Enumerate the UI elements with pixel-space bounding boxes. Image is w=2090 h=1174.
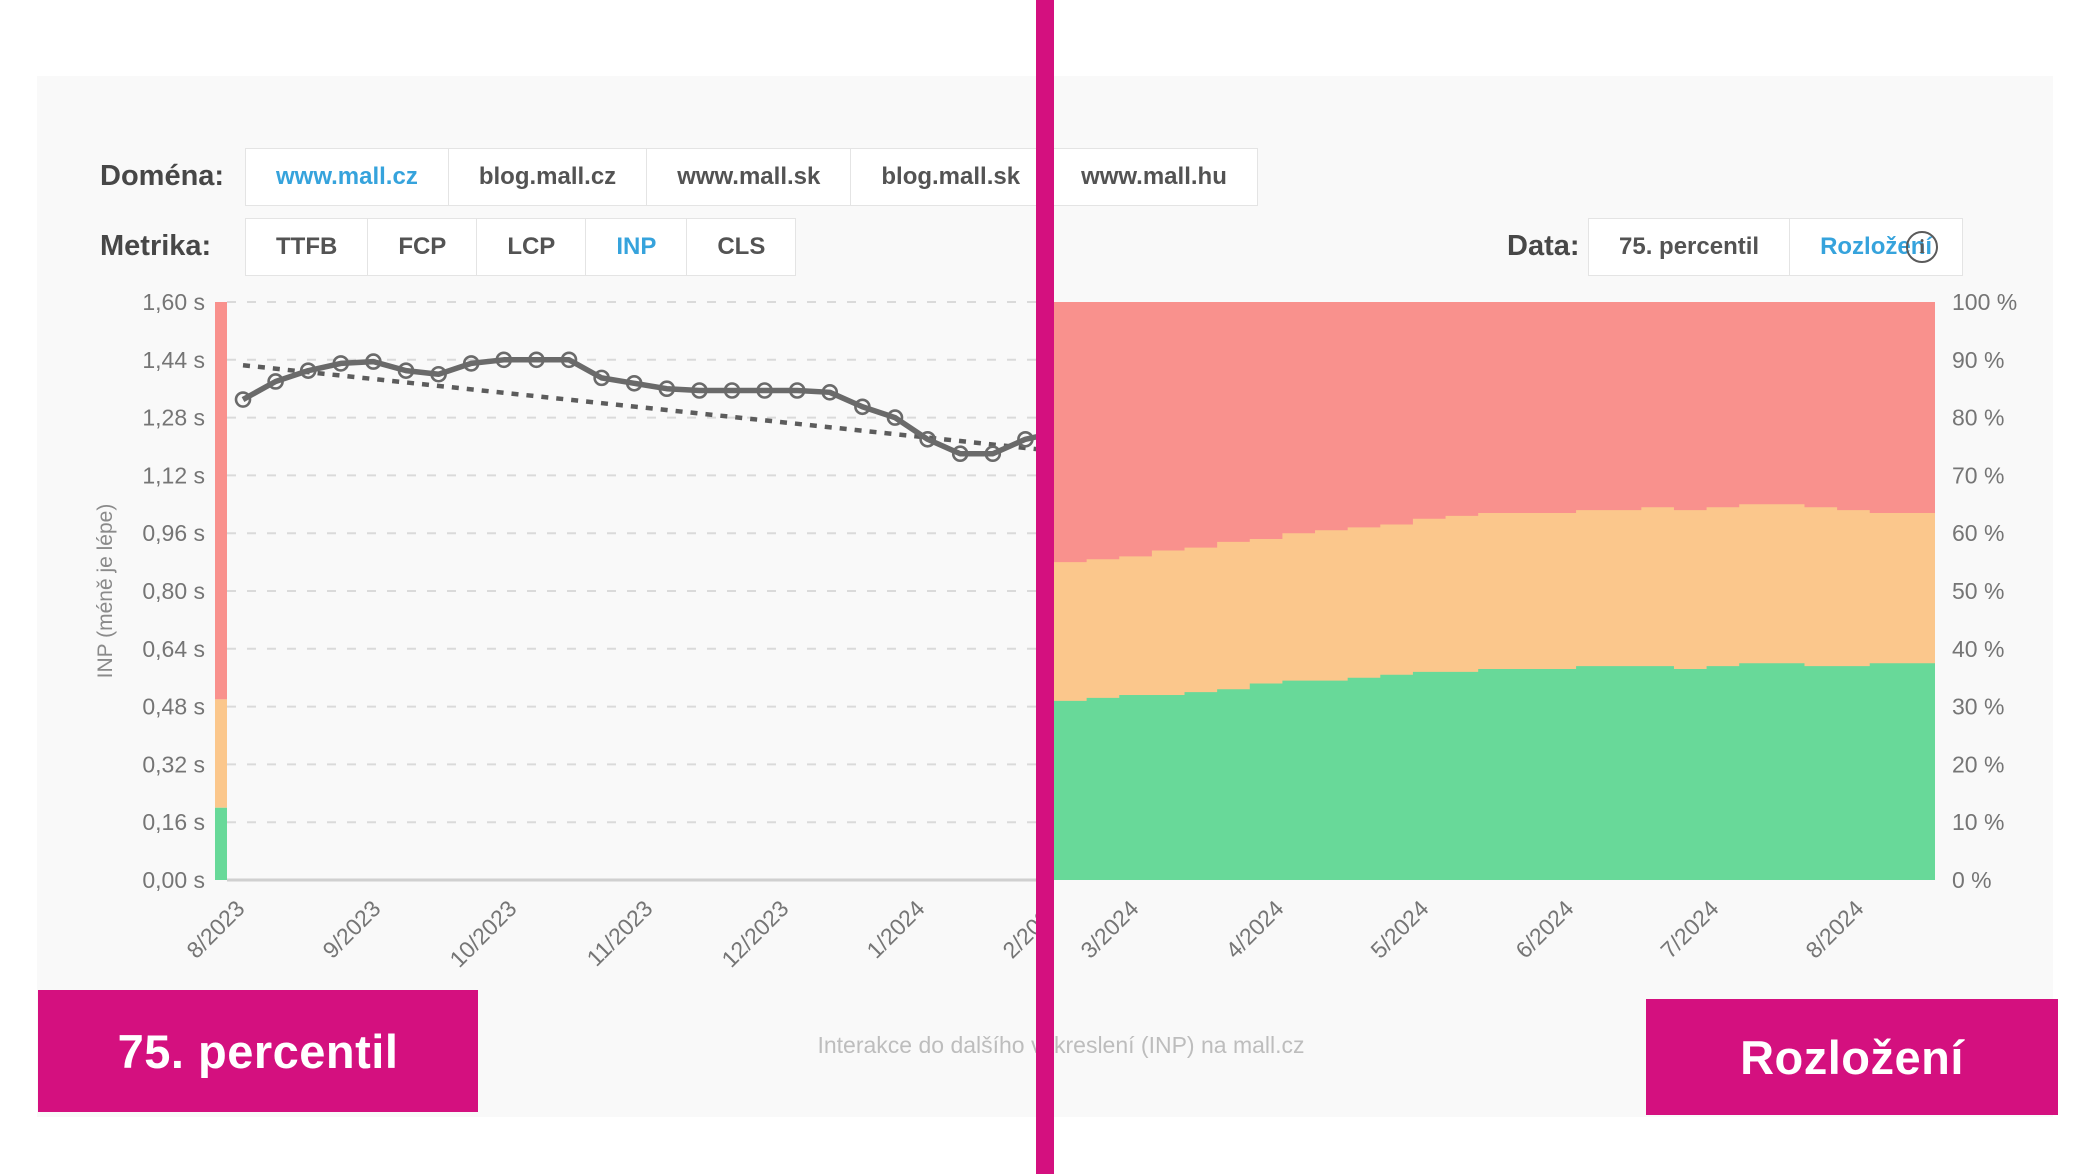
metric-tab-inp[interactable]: INP	[585, 218, 688, 276]
chart-caption: Interakce do dalšího vykreslení (INP) na…	[817, 1032, 1305, 1058]
svg-text:2/2024: 2/2024	[997, 895, 1065, 963]
metric-tab-lcp[interactable]: LCP	[476, 218, 587, 276]
svg-text:100 %: 100 %	[1952, 289, 2017, 315]
svg-text:9/2023: 9/2023	[317, 895, 385, 963]
data-view-tab-75-percentil[interactable]: 75. percentil	[1588, 218, 1791, 276]
svg-text:1,28 s: 1,28 s	[142, 405, 205, 431]
domain-tab-blog-mall-sk[interactable]: blog.mall.sk	[850, 148, 1052, 206]
data-view-label: Data:	[1507, 230, 1580, 262]
info-icon[interactable]: i	[1906, 231, 1938, 263]
overlay-label-percentile: 75. percentil	[38, 990, 478, 1112]
svg-text:7/2024: 7/2024	[1655, 895, 1723, 963]
metric-tabs: TTFB FCP LCP INP CLS	[245, 218, 797, 276]
svg-text:1,60 s: 1,60 s	[142, 289, 205, 315]
svg-text:3/2024: 3/2024	[1075, 895, 1143, 963]
metric-label: Metrika:	[100, 230, 212, 262]
svg-text:0 %: 0 %	[1952, 867, 1992, 893]
svg-text:60 %: 60 %	[1952, 520, 2004, 546]
svg-text:0,96 s: 0,96 s	[142, 520, 205, 546]
svg-text:1,12 s: 1,12 s	[142, 462, 205, 488]
svg-text:0,64 s: 0,64 s	[142, 636, 205, 662]
svg-text:70 %: 70 %	[1952, 462, 2004, 488]
svg-text:80 %: 80 %	[1952, 405, 2004, 431]
metric-tab-cls[interactable]: CLS	[686, 218, 797, 276]
metric-tab-ttfb[interactable]: TTFB	[245, 218, 369, 276]
svg-text:4/2024: 4/2024	[1220, 895, 1288, 963]
svg-text:10 %: 10 %	[1952, 809, 2004, 835]
svg-text:8/2023: 8/2023	[181, 895, 249, 963]
svg-text:1,44 s: 1,44 s	[142, 347, 205, 373]
svg-text:12/2023: 12/2023	[716, 895, 793, 972]
svg-text:90 %: 90 %	[1952, 347, 2004, 373]
domain-tabs: www.mall.cz blog.mall.cz www.mall.sk blog.m…	[245, 148, 1258, 206]
domain-tab-blog-mall-cz[interactable]: blog.mall.cz	[447, 148, 648, 206]
metric-tab-fcp[interactable]: FCP	[367, 218, 478, 276]
data-view-tabs: 75. percentil Rozložení	[1588, 218, 1964, 276]
svg-text:1/2024: 1/2024	[861, 895, 929, 963]
domain-label: Doména:	[100, 160, 225, 192]
overlay-label-distribution: Rozložení	[1646, 999, 2058, 1115]
svg-text:6/2024: 6/2024	[1510, 895, 1578, 963]
domain-tab-www-mall-cz[interactable]: www.mall.cz	[245, 148, 449, 206]
svg-text:0,00 s: 0,00 s	[142, 867, 205, 893]
svg-text:8/2024: 8/2024	[1800, 895, 1868, 963]
svg-text:50 %: 50 %	[1952, 578, 2004, 604]
svg-text:0,80 s: 0,80 s	[142, 578, 205, 604]
domain-tab-www-mall-sk[interactable]: www.mall.sk	[646, 148, 852, 206]
line-chart: 1,60 s 1,44 s 1,28 s 1,12 s 0,96 s 0,80 s 0,64…	[94, 289, 1065, 972]
comparison-divider	[1036, 0, 1054, 1174]
y-axis-title: INP (méně je lépe)	[94, 504, 117, 679]
svg-text:10/2023: 10/2023	[444, 895, 521, 972]
svg-text:0,48 s: 0,48 s	[142, 694, 205, 720]
svg-text:30 %: 30 %	[1952, 694, 2004, 720]
svg-text:0,32 s: 0,32 s	[142, 751, 205, 777]
svg-text:11/2023: 11/2023	[582, 895, 658, 971]
svg-text:5/2024: 5/2024	[1365, 895, 1433, 963]
domain-tab-www-mall-hu[interactable]: www.mall.hu	[1050, 148, 1258, 206]
distribution-chart: 100 % 90 % 80 % 70 % 60 % 50 % 40 % 30 % 20 % 10 …	[1054, 289, 2017, 963]
svg-text:0,16 s: 0,16 s	[142, 809, 205, 835]
svg-text:40 %: 40 %	[1952, 636, 2004, 662]
svg-text:20 %: 20 %	[1952, 751, 2004, 777]
